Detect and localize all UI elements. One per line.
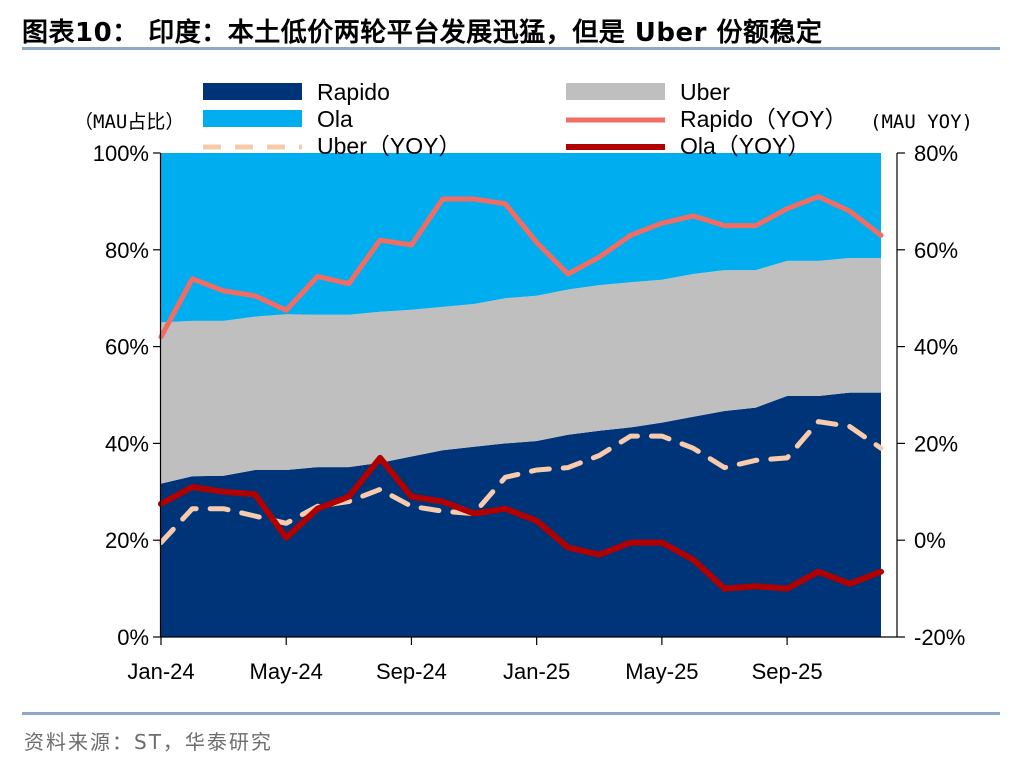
right-tick-label: 80%	[914, 141, 958, 166]
right-unit-label: (MAU YOY)	[870, 111, 973, 133]
left-tick-label: 0%	[117, 625, 149, 650]
x-tick-label: May-25	[625, 659, 698, 684]
right-tick-label: 60%	[914, 238, 958, 263]
x-tick-label: Jan-25	[503, 659, 570, 684]
legend-rapido-swatch	[203, 83, 302, 100]
chart-title: 图表10： 印度：本土低价两轮平台发展迅猛，但是 Uber 份额稳定	[22, 18, 823, 48]
yoy-line-layer	[158, 194, 884, 592]
source-note: 资料来源：ST，华泰研究	[24, 730, 273, 754]
left-tick-label: 100%	[93, 141, 149, 166]
left-unit-label: （MAU占比）	[74, 111, 184, 133]
axes-layer: 0% 20% 40% 60% 80% 100% -20% 0% 20% 40% 60% 80% Jan-…	[93, 141, 966, 684]
right-tick-label: -20%	[914, 625, 965, 650]
line-rapido-yoy	[158, 194, 884, 340]
left-tick-label: 20%	[105, 528, 149, 553]
right-tick-label: 40%	[914, 335, 958, 360]
right-tick-label: 0%	[914, 528, 946, 553]
line-ola-yoy	[158, 454, 884, 592]
legend: Rapido Uber Ola Rapido（YOY） Uber（YOY） Ola（YOY…	[203, 79, 847, 159]
legend-ola-swatch	[203, 110, 302, 127]
legend-rapido-yoy-label: Rapido（YOY）	[680, 106, 847, 132]
footer-rule	[22, 712, 1000, 715]
legend-uber-yoy-label: Uber（YOY）	[317, 133, 461, 159]
x-tick-label: Jan-24	[127, 659, 194, 684]
legend-rapido-label: Rapido	[317, 79, 390, 105]
legend-ola-yoy-label: Ola（YOY）	[680, 133, 810, 159]
title-rule	[22, 47, 1000, 50]
area-uber	[161, 258, 881, 484]
x-tick-label: Sep-24	[376, 659, 447, 684]
right-tick-label: 20%	[914, 431, 958, 456]
left-tick-label: 80%	[105, 238, 149, 263]
x-tick-label: Sep-25	[752, 659, 823, 684]
x-tick-label: May-24	[250, 659, 323, 684]
left-tick-label: 60%	[105, 335, 149, 360]
legend-ola-label: Ola	[317, 106, 353, 132]
left-tick-label: 40%	[105, 431, 149, 456]
line-uber-yoy	[158, 419, 884, 546]
legend-uber-swatch	[566, 83, 665, 100]
legend-uber-label: Uber	[680, 79, 730, 105]
